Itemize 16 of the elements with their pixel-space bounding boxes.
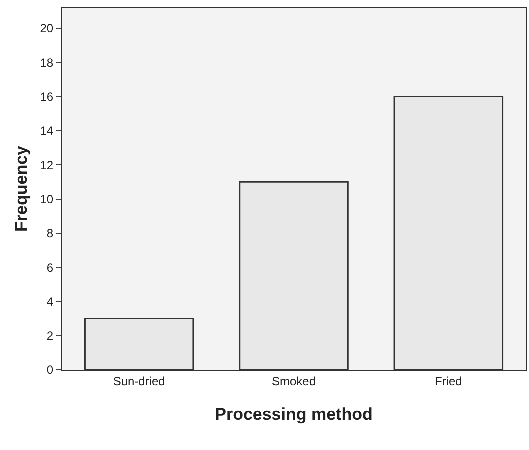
x-tick-label: Fried [435, 374, 462, 388]
y-tick-label: 12 [40, 158, 54, 172]
y-axis-title: Frequency [12, 145, 31, 232]
x-tick-label: Sun-dried [113, 374, 166, 388]
y-tick-label: 0 [46, 363, 54, 378]
y-tick-label: 8 [46, 226, 54, 241]
y-tick-label: 2 [46, 329, 54, 344]
x-axis-title: Processing method [215, 404, 373, 424]
y-tick-label: 18 [40, 56, 54, 70]
y-tick-label: 20 [40, 22, 54, 36]
x-tick-label: Smoked [272, 374, 316, 388]
y-tick-label: 4 [46, 294, 54, 309]
y-tick-label: 14 [40, 124, 54, 138]
y-tick-label: 6 [46, 260, 54, 275]
y-tick-label: 10 [40, 192, 54, 206]
y-tick-label: 16 [40, 90, 54, 104]
